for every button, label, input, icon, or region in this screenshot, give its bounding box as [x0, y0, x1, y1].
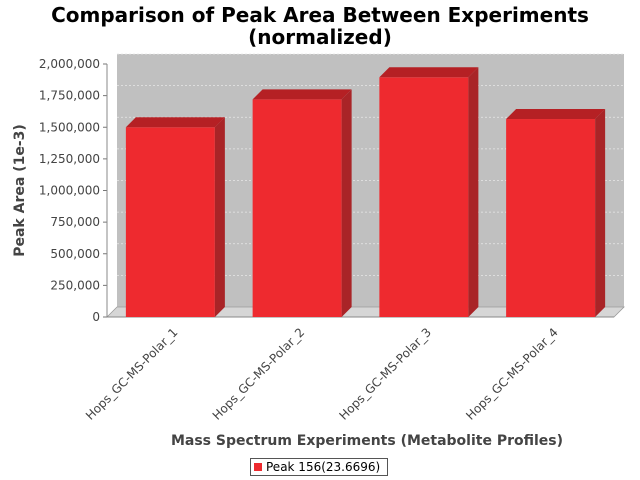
y-tick-label: 1,750,000: [39, 89, 100, 103]
chart-title: Comparison of Peak Area Between Experime…: [51, 3, 589, 27]
bar: [379, 77, 469, 317]
y-tick-label: 0: [92, 310, 100, 324]
bar: [252, 99, 342, 317]
y-tick-label: 1,500,000: [39, 120, 100, 134]
x-axis-label: Mass Spectrum Experiments (Metabolite Pr…: [171, 433, 563, 449]
bar-side: [595, 109, 606, 317]
bar: [125, 127, 215, 317]
chart-subtitle: (normalized): [248, 25, 392, 49]
y-tick-label: 500,000: [50, 247, 100, 261]
x-tick-label: Hops_GC-MS-Polar_1: [83, 325, 181, 423]
bar-top: [506, 109, 606, 120]
bar-side: [214, 117, 225, 317]
bar-top: [379, 67, 479, 78]
legend-swatch: [254, 463, 262, 471]
y-tick-label: 1,250,000: [39, 152, 100, 166]
y-tick-label: 750,000: [50, 215, 100, 229]
y-axis-label: Peak Area (1e-3): [12, 124, 28, 257]
bar-top: [125, 117, 225, 128]
y-tick-label: 1,000,000: [39, 184, 100, 198]
bar: [506, 119, 596, 317]
x-tick-label: Hops_GC-MS-Polar_3: [336, 325, 434, 423]
legend: Peak 156(23.6696): [250, 458, 388, 476]
y-tick-label: 2,000,000: [39, 57, 100, 71]
bar-top: [252, 89, 352, 100]
y-tick-label: 250,000: [50, 278, 100, 292]
legend-label: Peak 156(23.6696): [266, 460, 381, 474]
bar-side: [341, 89, 352, 317]
x-tick-label: Hops_GC-MS-Polar_2: [210, 325, 308, 423]
x-tick-label: Hops_GC-MS-Polar_4: [463, 325, 561, 423]
bar-side: [468, 67, 479, 317]
